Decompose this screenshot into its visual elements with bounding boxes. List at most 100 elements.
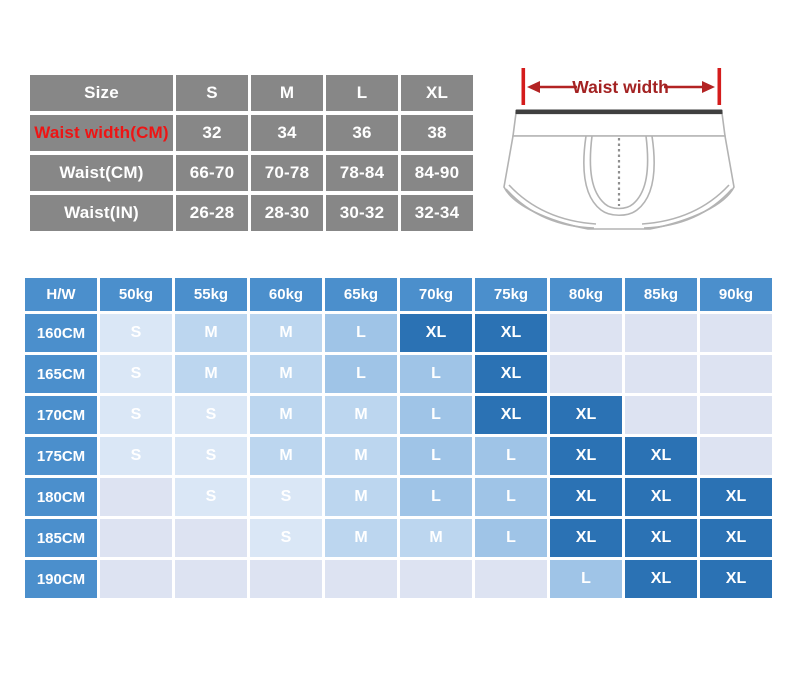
recommended-size-cell: L xyxy=(325,314,397,352)
weight-column-header: 65kg xyxy=(325,278,397,311)
recommended-size-cell xyxy=(325,560,397,598)
recommended-size-cell: XL xyxy=(625,560,697,598)
recommended-size-cell: M xyxy=(250,437,322,475)
size-chart-value-cell: 34 xyxy=(251,115,323,151)
recommended-size-cell xyxy=(250,560,322,598)
recommended-size-cell xyxy=(400,560,472,598)
recommended-size-cell: S xyxy=(250,519,322,557)
recommended-size-cell: M xyxy=(400,519,472,557)
recommended-size-cell: XL xyxy=(475,314,547,352)
recommended-size-cell xyxy=(700,396,772,434)
recommended-size-cell xyxy=(700,355,772,393)
recommended-size-cell xyxy=(625,355,697,393)
size-chart-value-cell: 32 xyxy=(176,115,248,151)
recommended-size-cell: S xyxy=(250,478,322,516)
height-row-label: 185CM xyxy=(25,519,97,557)
recommended-size-cell xyxy=(100,519,172,557)
size-chart-value-cell: 28-30 xyxy=(251,195,323,231)
pouch-outer-seam xyxy=(583,135,655,217)
recommended-size-cell xyxy=(700,314,772,352)
size-chart-value-cell: 84-90 xyxy=(401,155,473,191)
left-leg-trim-inner xyxy=(508,184,597,225)
recommended-size-cell: M xyxy=(175,355,247,393)
weight-column-header: 55kg xyxy=(175,278,247,311)
recommended-size-cell: M xyxy=(175,314,247,352)
recommended-size-cell: S xyxy=(100,437,172,475)
size-chart-value-cell: 38 xyxy=(401,115,473,151)
underwear-sketch: Waist width xyxy=(503,68,735,230)
right-leg-trim-outer xyxy=(643,188,733,229)
weight-column-header: 80kg xyxy=(550,278,622,311)
weight-column-header: 75kg xyxy=(475,278,547,311)
weight-column-header: 70kg xyxy=(400,278,472,311)
size-chart-row-label: Waist(CM) xyxy=(30,155,173,191)
recommended-size-cell: L xyxy=(475,478,547,516)
right-leg-trim-inner xyxy=(641,184,730,225)
recommended-size-cell xyxy=(550,314,622,352)
waist-width-label: Waist width xyxy=(572,77,669,97)
size-chart-column-header: L xyxy=(326,75,398,111)
measure-bar-right-icon xyxy=(717,68,722,105)
weight-column-header: 85kg xyxy=(625,278,697,311)
recommended-size-cell: XL xyxy=(475,355,547,393)
brief-sketch xyxy=(503,109,735,230)
size-chart-value-cell: 26-28 xyxy=(176,195,248,231)
recommended-size-cell xyxy=(625,396,697,434)
weight-column-header: 90kg xyxy=(700,278,772,311)
recommended-size-cell: L xyxy=(400,437,472,475)
recommended-size-cell: S xyxy=(100,396,172,434)
recommended-size-cell: M xyxy=(325,519,397,557)
recommended-size-cell: XL xyxy=(700,478,772,516)
recommended-size-cell: L xyxy=(550,560,622,598)
recommended-size-cell: M xyxy=(325,396,397,434)
recommended-size-cell: S xyxy=(175,478,247,516)
recommended-size-cell xyxy=(100,478,172,516)
size-chart-value-cell: 78-84 xyxy=(326,155,398,191)
recommended-size-cell: L xyxy=(400,478,472,516)
height-row-label: 170CM xyxy=(25,396,97,434)
recommended-size-cell: S xyxy=(175,396,247,434)
size-chart-value-cell: 32-34 xyxy=(401,195,473,231)
recommended-size-cell xyxy=(700,437,772,475)
recommended-size-cell: XL xyxy=(550,396,622,434)
measure-bar-left-icon xyxy=(521,68,526,105)
recommended-size-cell: L xyxy=(400,396,472,434)
waist-width-measure: Waist width xyxy=(521,68,722,105)
arrow-head-right-icon xyxy=(702,81,715,93)
pouch-inner-seam xyxy=(589,135,649,210)
recommended-size-cell: S xyxy=(175,437,247,475)
size-chart-value-cell: 36 xyxy=(326,115,398,151)
size-chart-column-header: S xyxy=(176,75,248,111)
arrow-head-left-icon xyxy=(527,81,540,93)
height-row-label: 175CM xyxy=(25,437,97,475)
size-chart-row-label: Waist(IN) xyxy=(30,195,173,231)
recommended-size-cell: XL xyxy=(550,437,622,475)
recommended-size-cell: XL xyxy=(625,478,697,516)
size-chart-value-cell: 70-78 xyxy=(251,155,323,191)
recommended-size-cell: XL xyxy=(700,560,772,598)
height-weight-table: H/W 50kg 55kg 60kg 65kg 70kg 75kg 80kg 85kg 90kg 1… xyxy=(25,278,772,598)
recommended-size-cell: XL xyxy=(550,478,622,516)
weight-column-header: 50kg xyxy=(100,278,172,311)
size-chart-value-cell: 30-32 xyxy=(326,195,398,231)
weight-column-header: 60kg xyxy=(250,278,322,311)
size-chart-value-cell: 66-70 xyxy=(176,155,248,191)
size-chart-column-header: XL xyxy=(401,75,473,111)
recommended-size-cell: XL xyxy=(550,519,622,557)
size-chart-corner-header: Size xyxy=(30,75,173,111)
size-chart-row-label: Waist width(CM) xyxy=(30,115,173,151)
recommended-size-cell xyxy=(475,560,547,598)
waistband-top-edge xyxy=(515,109,723,115)
height-row-label: 165CM xyxy=(25,355,97,393)
recommended-size-cell: M xyxy=(325,478,397,516)
height-row-label: 190CM xyxy=(25,560,97,598)
recommended-size-cell xyxy=(100,560,172,598)
recommended-size-cell xyxy=(625,314,697,352)
recommended-size-cell: S xyxy=(100,355,172,393)
recommended-size-cell: XL xyxy=(625,437,697,475)
recommended-size-cell: S xyxy=(100,314,172,352)
recommended-size-cell: XL xyxy=(700,519,772,557)
hw-corner-header: H/W xyxy=(25,278,97,311)
recommended-size-cell: L xyxy=(475,437,547,475)
